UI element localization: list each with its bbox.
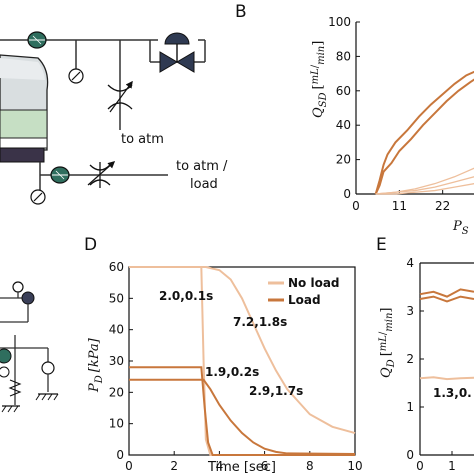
d-y-tick-label: 60 <box>109 260 124 274</box>
b-x-tick-label: 0 <box>352 199 360 213</box>
d-x-label: Time [sec] <box>207 460 276 474</box>
chart-e: 0 1 2 3 4 0 1 1.3,0. QD[mL/min] <box>378 256 474 473</box>
outlet-flow-gauge-icon <box>50 166 70 184</box>
d-x-tick-label: 8 <box>306 459 314 473</box>
schematic-top: to atm <box>0 31 228 205</box>
atm-load-label-1: to atm / <box>176 159 228 174</box>
d-y-tick-label: 40 <box>109 323 124 337</box>
b-y-tick-label: 20 <box>336 153 351 167</box>
b-y-tick-label: 100 <box>328 15 351 29</box>
e-annotation: 1.3,0. <box>433 386 472 400</box>
d-annotation: 1.9,0.2s <box>205 365 259 379</box>
ground-icon-left <box>1 405 20 413</box>
d-y-tick-label: 50 <box>109 291 124 305</box>
outlet-pressure-gauge-icon <box>30 189 46 205</box>
d-legend-label-noload: No load <box>288 276 340 290</box>
chart-d: 0 10 20 30 40 50 60 0 2 4 6 8 10 No load Load 2.0,0.1s 7… <box>87 260 363 474</box>
d-x-tick-label: 6 <box>261 459 269 473</box>
e-y-tick-label: 3 <box>406 304 414 318</box>
b-y-tick-label: 80 <box>336 49 351 63</box>
node-filled-icon <box>21 291 35 305</box>
variable-restrictor-icon <box>107 80 133 113</box>
pressure-gauge-icon <box>68 68 84 84</box>
flow-gauge-icon <box>27 31 47 49</box>
b-x-tick-label: 11 <box>392 199 407 213</box>
b-x-tick-label: 22 <box>435 199 450 213</box>
b-y-tick-label: 40 <box>336 118 351 132</box>
e-y-tick-label: 1 <box>406 400 414 414</box>
d-legend-label-load: Load <box>288 293 321 307</box>
d-annotation: 2.9,1.7s <box>249 384 303 398</box>
e-series-line <box>419 295 474 303</box>
capacitor-node-icon <box>41 361 55 375</box>
b-y-label: QSD[mL/min] <box>310 41 329 118</box>
d-y-tick-label: 0 <box>116 448 124 462</box>
b-series-line <box>375 183 474 195</box>
d-x-tick-label: 2 <box>170 459 178 473</box>
atm-load-label-2: load <box>190 177 218 192</box>
b-x-label: PS <box>452 219 469 237</box>
b-y-tick-label: 0 <box>343 187 351 201</box>
e-y-label: QD[mL/min] <box>378 308 397 378</box>
chart-b: 0 20 40 60 80 100 0 11 22 QSD[mL/min] PS <box>310 15 474 237</box>
e-y-tick-label: 0 <box>406 448 414 462</box>
b-series-line <box>375 176 474 195</box>
e-x-tick-label: 1 <box>448 459 456 473</box>
e-y-tick-label: 4 <box>406 256 414 270</box>
d-annotation: 2.0,0.1s <box>159 289 213 303</box>
d-x-tick-label: 0 <box>125 459 133 473</box>
b-y-tick-label: 60 <box>336 84 351 98</box>
d-annotation: 7.2,1.8s <box>233 315 287 329</box>
d-y-label: PD[kPa] <box>87 337 105 393</box>
circuit-gauge-icon <box>0 348 12 364</box>
d-y-tick-label: 10 <box>109 417 124 431</box>
d-series-line <box>129 266 356 435</box>
b-series-line <box>374 70 474 195</box>
e-series-line <box>419 288 474 298</box>
d-x-tick-label: 4 <box>216 459 224 473</box>
atm-label: to atm <box>121 132 164 147</box>
b-series-line <box>374 78 474 195</box>
valve-icon <box>159 32 195 73</box>
resistor-icon <box>8 379 22 397</box>
d-series-line <box>129 366 355 456</box>
panel-label-d: D <box>84 235 97 255</box>
e-x-tick-label: 0 <box>416 459 424 473</box>
panel-label-b: B <box>235 2 247 22</box>
panel-label-e: E <box>376 235 387 255</box>
reservoir-icon <box>0 54 49 163</box>
outlet-restrictor-icon <box>87 161 116 186</box>
node-open-icon <box>12 281 24 293</box>
e-series-line <box>419 376 474 381</box>
d-y-tick-label: 30 <box>109 354 124 368</box>
d-x-tick-label: 10 <box>347 459 362 473</box>
schematic-bottom <box>0 281 59 413</box>
d-series-line <box>129 378 356 456</box>
d-y-tick-label: 20 <box>109 385 124 399</box>
e-y-tick-label: 2 <box>406 352 414 366</box>
ground-icon <box>35 393 59 401</box>
